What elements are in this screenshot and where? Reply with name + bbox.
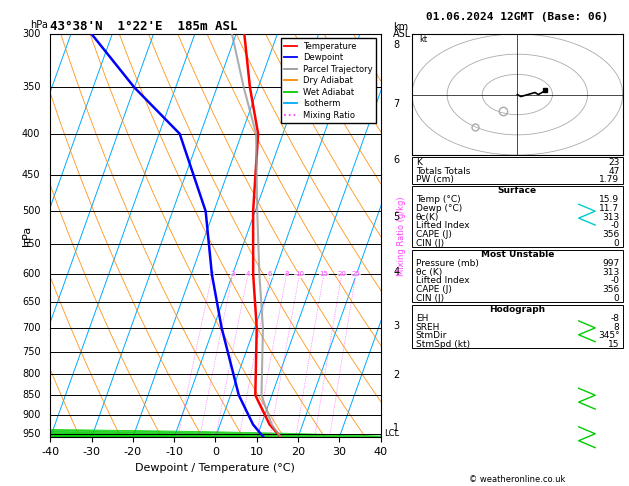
Text: 8: 8 (393, 40, 399, 51)
Text: 800: 800 (22, 369, 40, 379)
Text: 300: 300 (22, 29, 40, 39)
Text: LCL: LCL (384, 429, 399, 438)
Text: CIN (J): CIN (J) (416, 294, 444, 303)
Text: PW (cm): PW (cm) (416, 175, 454, 184)
Text: 3: 3 (230, 271, 235, 278)
Text: 350: 350 (22, 83, 40, 92)
Text: 15: 15 (608, 340, 620, 349)
Text: Lifted Index: Lifted Index (416, 222, 469, 230)
Text: km: km (393, 21, 408, 32)
Text: 356: 356 (603, 230, 620, 239)
Text: 15: 15 (320, 271, 328, 278)
Text: 0: 0 (614, 239, 620, 248)
Text: 8: 8 (614, 323, 620, 331)
Text: 0: 0 (614, 294, 620, 303)
Text: Mixing Ratio (g/kg): Mixing Ratio (g/kg) (397, 196, 406, 276)
Text: Temp (°C): Temp (°C) (416, 195, 460, 204)
Text: 1.79: 1.79 (599, 175, 620, 184)
Text: 700: 700 (22, 323, 40, 333)
Text: 20: 20 (337, 271, 346, 278)
Text: 750: 750 (22, 347, 40, 357)
Text: 950: 950 (22, 429, 40, 439)
Text: CAPE (J): CAPE (J) (416, 230, 452, 239)
Text: Dewp (°C): Dewp (°C) (416, 204, 462, 213)
Text: 15.9: 15.9 (599, 195, 620, 204)
Text: SREH: SREH (416, 323, 440, 331)
Text: Hodograph: Hodograph (489, 305, 545, 314)
Text: 47: 47 (608, 167, 620, 175)
Text: 5: 5 (393, 212, 399, 222)
Text: EH: EH (416, 314, 428, 323)
Legend: Temperature, Dewpoint, Parcel Trajectory, Dry Adiabat, Wet Adiabat, Isotherm, Mi: Temperature, Dewpoint, Parcel Trajectory… (281, 38, 376, 123)
Text: 43°38'N  1°22'E  185m ASL: 43°38'N 1°22'E 185m ASL (50, 20, 238, 33)
Text: -0: -0 (611, 222, 620, 230)
Text: 4: 4 (393, 266, 399, 277)
Text: 550: 550 (22, 239, 40, 249)
Text: 900: 900 (22, 410, 40, 420)
Text: 345°: 345° (598, 331, 620, 340)
Text: CIN (J): CIN (J) (416, 239, 444, 248)
X-axis label: Dewpoint / Temperature (°C): Dewpoint / Temperature (°C) (135, 463, 296, 473)
Text: ASL: ASL (393, 29, 411, 39)
Text: 850: 850 (22, 390, 40, 400)
Text: θᴄ (K): θᴄ (K) (416, 268, 442, 277)
Text: 1: 1 (393, 423, 399, 433)
Text: 01.06.2024 12GMT (Base: 06): 01.06.2024 12GMT (Base: 06) (426, 12, 608, 22)
Text: 4: 4 (246, 271, 250, 278)
Text: 356: 356 (603, 285, 620, 294)
Text: 2: 2 (210, 271, 214, 278)
Text: Surface: Surface (498, 187, 537, 195)
Text: 600: 600 (22, 269, 40, 279)
Text: -0: -0 (611, 277, 620, 285)
Text: © weatheronline.co.uk: © weatheronline.co.uk (469, 474, 565, 484)
Text: 650: 650 (22, 297, 40, 307)
Text: StmSpd (kt): StmSpd (kt) (416, 340, 470, 349)
Text: 25: 25 (352, 271, 360, 278)
Text: 2: 2 (393, 370, 399, 380)
Text: 23: 23 (608, 158, 620, 167)
Text: StmDir: StmDir (416, 331, 447, 340)
Text: 10: 10 (295, 271, 304, 278)
Text: Most Unstable: Most Unstable (481, 250, 554, 259)
Text: 6: 6 (268, 271, 272, 278)
Text: 997: 997 (603, 259, 620, 268)
Text: Lifted Index: Lifted Index (416, 277, 469, 285)
Text: 6: 6 (393, 156, 399, 165)
Text: 7: 7 (393, 99, 399, 109)
Text: 313: 313 (603, 268, 620, 277)
Text: hPa: hPa (30, 20, 48, 30)
Text: 450: 450 (22, 170, 40, 180)
Text: Pressure (mb): Pressure (mb) (416, 259, 479, 268)
Text: 3: 3 (393, 321, 399, 331)
Text: 400: 400 (22, 129, 40, 139)
Text: kt: kt (419, 35, 427, 44)
Text: K: K (416, 158, 421, 167)
Text: -8: -8 (611, 314, 620, 323)
Text: θᴄ(K): θᴄ(K) (416, 213, 439, 222)
Text: 8: 8 (284, 271, 289, 278)
Text: Totals Totals: Totals Totals (416, 167, 470, 175)
Text: 313: 313 (603, 213, 620, 222)
Text: hPa: hPa (22, 226, 32, 246)
Text: CAPE (J): CAPE (J) (416, 285, 452, 294)
Text: 500: 500 (22, 206, 40, 216)
Text: 11.7: 11.7 (599, 204, 620, 213)
